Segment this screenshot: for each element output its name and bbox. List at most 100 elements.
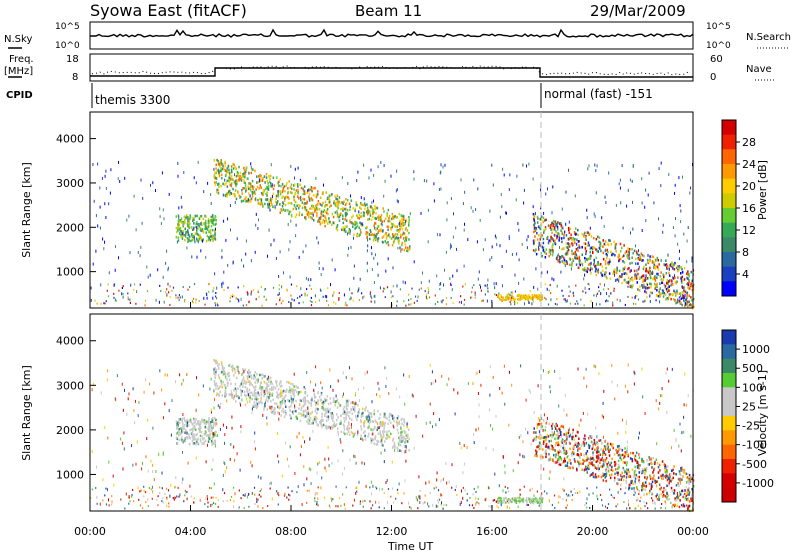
heat-cell: [287, 192, 289, 195]
heat-cell: [380, 229, 382, 233]
heat-cell: [561, 240, 563, 244]
heat-cell: [486, 285, 488, 288]
heat-cell: [571, 262, 573, 265]
heat-cell: [220, 169, 222, 173]
heat-cell: [211, 217, 214, 221]
heat-cell: [257, 202, 260, 205]
heat-cell: [100, 283, 102, 287]
heat-cell: [600, 448, 602, 451]
heat-cell: [400, 222, 403, 226]
heat-cell: [199, 438, 202, 441]
heat-cell: [384, 415, 386, 419]
heat-cell: [394, 446, 396, 449]
heat-cell: [373, 427, 376, 430]
heat-cell: [592, 453, 594, 457]
heat-cell: [618, 269, 621, 273]
colorbar-segment: [722, 252, 736, 268]
heat-cell: [326, 209, 328, 213]
heat-cell: [613, 270, 616, 273]
heat-cell: [548, 225, 551, 228]
heat-cell: [576, 246, 579, 250]
heat-cell: [373, 281, 375, 284]
power-panel-frame: [89, 111, 694, 309]
heat-cell: [205, 431, 207, 434]
heat-cell: [411, 287, 413, 290]
heat-cell: [214, 430, 216, 434]
heat-cell: [234, 173, 235, 177]
heat-cell: [241, 174, 243, 178]
heat-cell: [269, 174, 272, 178]
heat-cell: [371, 233, 373, 236]
heat-cell: [265, 172, 268, 176]
heat-cell: [495, 294, 497, 296]
heat-cell: [121, 287, 123, 289]
heat-cell: [463, 228, 465, 232]
heat-cell: [244, 393, 246, 397]
heat-cell: [554, 239, 556, 242]
heat-cell: [618, 448, 620, 451]
heat-cell: [320, 273, 322, 276]
heat-cell: [268, 384, 270, 387]
heat-cell: [487, 278, 489, 282]
heat-cell: [294, 176, 295, 180]
heat-cell: [650, 459, 653, 462]
heat-cell: [191, 226, 193, 230]
heat-cell: [169, 304, 171, 306]
heat-cell: [302, 197, 304, 201]
heat-cell: [631, 487, 633, 490]
heat-cell: [567, 454, 569, 458]
heat-cell: [267, 399, 269, 403]
heat-cell: [657, 272, 659, 276]
heat-cell: [344, 203, 347, 207]
heat-cell: [691, 279, 693, 283]
heat-cell: [304, 192, 306, 196]
heat-cell: [105, 216, 107, 219]
heat-cell: [215, 368, 217, 372]
heat-cell: [684, 302, 686, 306]
heat-cell: [403, 240, 406, 243]
heat-cell: [666, 282, 668, 285]
heat-cell: [277, 200, 279, 203]
heat-cell: [251, 185, 253, 188]
heat-cell: [122, 285, 124, 288]
heat-cell: [403, 215, 405, 218]
heat-cell: [651, 480, 654, 484]
heat-cell: [292, 392, 294, 396]
heat-cell: [104, 202, 106, 206]
heat-cell: [605, 252, 608, 256]
heat-cell: [276, 176, 278, 179]
heat-cell: [646, 282, 648, 286]
heat-cell: [188, 435, 190, 438]
heat-cell: [247, 375, 249, 378]
heat-cell: [597, 469, 600, 472]
heat-cell: [427, 288, 430, 291]
heat-cell: [587, 241, 590, 244]
heat-cell: [310, 288, 312, 290]
heat-cell: [401, 433, 403, 437]
heat-cell: [256, 405, 259, 408]
heat-cell: [325, 426, 327, 429]
heat-cell: [221, 255, 223, 259]
heat-cell: [370, 439, 373, 443]
heat-cell: [367, 420, 370, 423]
heat-cell: [559, 463, 562, 466]
heat-cell: [644, 481, 647, 484]
heat-cell: [596, 449, 599, 452]
heat-cell: [619, 186, 621, 190]
heat-cell: [320, 418, 323, 422]
heat-cell: [384, 430, 386, 433]
heat-cell: [507, 298, 510, 301]
heat-cell: [235, 376, 238, 380]
heat-cell: [610, 461, 612, 465]
heat-cell: [688, 493, 690, 496]
heat-cell: [659, 287, 661, 291]
heat-cell: [230, 184, 233, 188]
heat-cell: [370, 295, 372, 298]
heat-cell: [551, 434, 553, 437]
heat-cell: [686, 493, 689, 496]
heat-cell: [552, 433, 555, 437]
heat-cell: [293, 198, 295, 201]
heat-cell: [175, 236, 178, 239]
heat-cell: [286, 388, 288, 391]
heat-cell: [634, 296, 636, 300]
